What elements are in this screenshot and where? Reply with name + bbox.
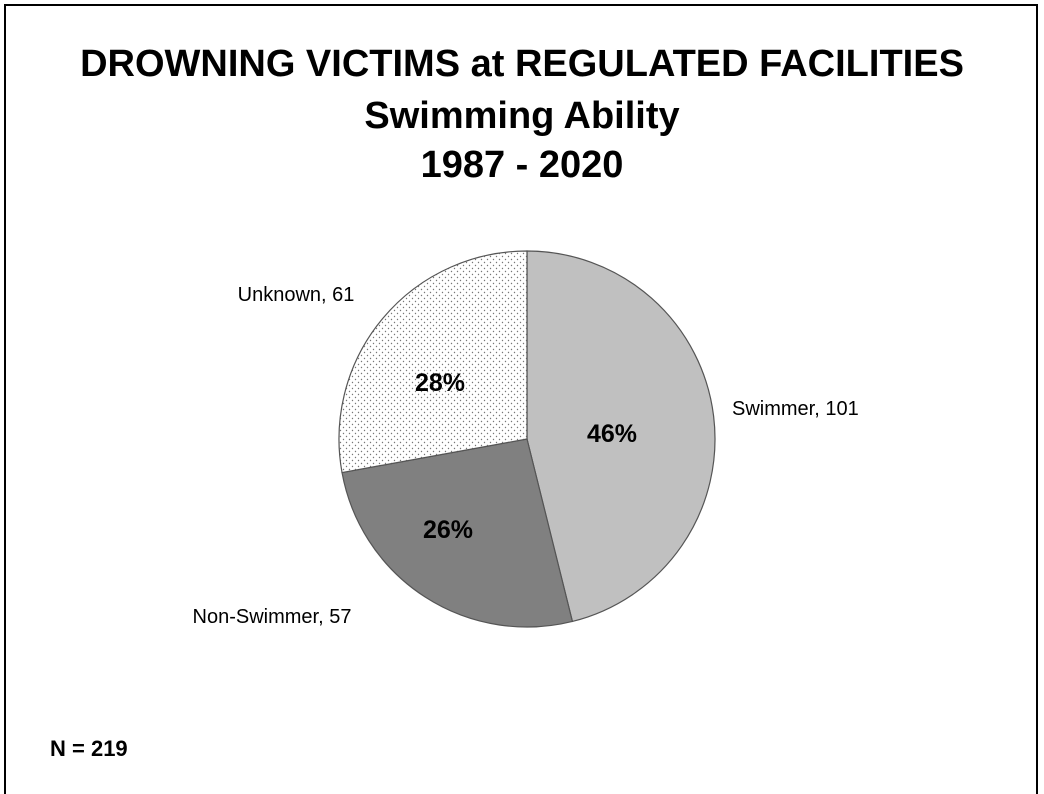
chart-title: DROWNING VICTIMS at REGULATED FACILITIES	[80, 43, 964, 85]
slice-percent-label: 46%	[587, 420, 637, 448]
pie-slice-unknown	[338, 250, 528, 474]
sample-size-note: N = 219	[50, 736, 128, 761]
slice-category-label: Unknown, 61	[238, 284, 355, 306]
slice-category-label: Non-Swimmer, 57	[193, 606, 352, 628]
pie-slice-non-swimmer	[341, 438, 574, 628]
slice-category-label: Swimmer, 101	[732, 398, 859, 420]
slice-percent-label: 28%	[415, 369, 465, 397]
chart-subtitle: Swimming Ability	[364, 95, 680, 137]
slice-percent-label: 26%	[423, 516, 473, 544]
pie-slice-swimmer	[526, 250, 716, 623]
chart-period: 1987 - 2020	[420, 144, 624, 186]
